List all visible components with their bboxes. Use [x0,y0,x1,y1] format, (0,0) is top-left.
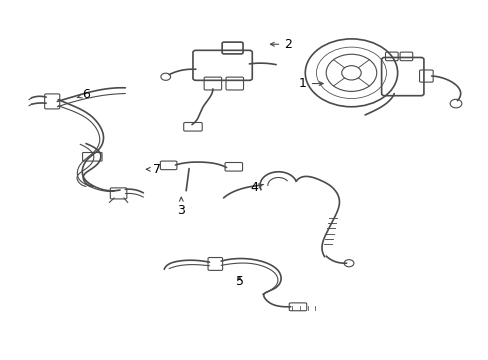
Text: 3: 3 [177,197,185,217]
Text: 2: 2 [270,38,292,51]
Text: 6: 6 [77,88,90,101]
Text: 7: 7 [146,163,161,176]
Text: 1: 1 [298,77,323,90]
Text: 4: 4 [250,181,263,194]
Text: 5: 5 [235,275,243,288]
